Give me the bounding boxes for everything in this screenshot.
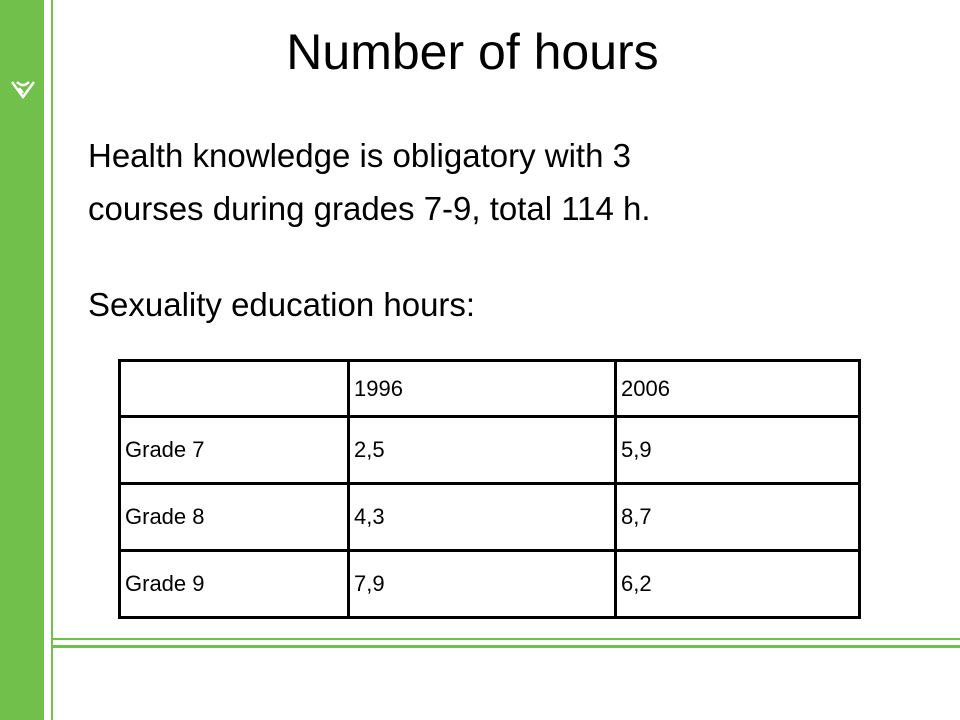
table-row: Grade 7 2,5 5,9 bbox=[118, 415, 861, 485]
title: Number of hours bbox=[286, 24, 659, 80]
table-cell: 2,5 bbox=[347, 415, 617, 485]
divider bbox=[51, 638, 960, 640]
body-line: courses during grades 7-9, total 114 h. bbox=[88, 190, 651, 227]
hours-table: 1996 2006 Grade 7 2,5 5,9 Grade 8 4,3 8,7 Grade … bbox=[118, 359, 861, 619]
table-cell: 8,7 bbox=[614, 482, 861, 552]
logo bbox=[10, 81, 36, 100]
table-body: 1996 2006 Grade 7 2,5 5,9 Grade 8 4,3 8,7 Grade … bbox=[118, 359, 861, 619]
table-cell: 6,2 bbox=[614, 549, 861, 619]
body-line: Health knowledge is obligatory with 3 bbox=[88, 137, 631, 174]
row-label: Grade 9 bbox=[118, 549, 350, 619]
corner-cell bbox=[118, 359, 350, 418]
divider bbox=[51, 0, 53, 720]
header-row: 1996 2006 bbox=[118, 359, 861, 418]
table-cell: 4,3 bbox=[347, 482, 617, 552]
sidebar bbox=[0, 0, 44, 720]
table-row: Grade 8 4,3 8,7 bbox=[118, 482, 861, 552]
subheading: Sexuality education hours: bbox=[88, 286, 476, 323]
table-cell: 7,9 bbox=[347, 549, 617, 619]
table-cell: 5,9 bbox=[614, 415, 861, 485]
row-label: Grade 8 bbox=[118, 482, 350, 552]
table-row: Grade 9 7,9 6,2 bbox=[118, 549, 861, 619]
row-label: Grade 7 bbox=[118, 415, 350, 485]
column-header: 2006 bbox=[614, 359, 861, 418]
divider bbox=[51, 645, 960, 648]
column-header: 1996 bbox=[347, 359, 617, 418]
